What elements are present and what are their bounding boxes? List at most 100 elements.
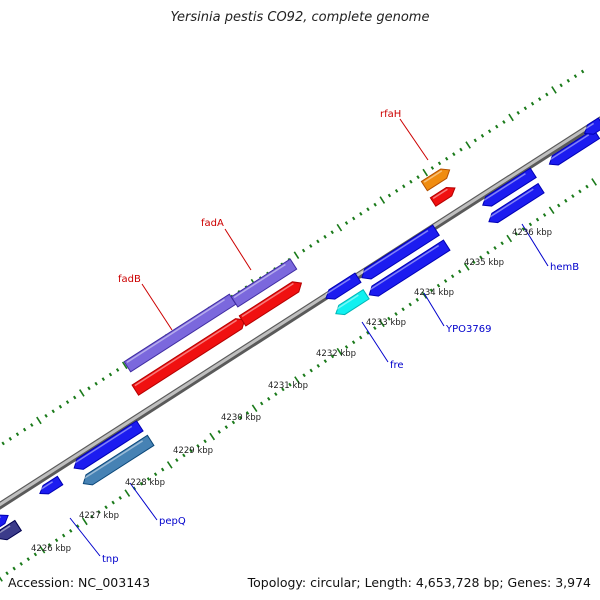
gene-pepQ: [82, 434, 155, 486]
gene-rfaH-red-body: [429, 187, 456, 207]
tick-mark: [493, 246, 497, 250]
tick-mark: [444, 156, 449, 161]
tick-mark: [69, 528, 73, 533]
tick-mark: [551, 86, 557, 94]
gene-label-fadB: fadB: [118, 274, 141, 285]
tick-mark: [189, 448, 193, 453]
tick-mark: [231, 420, 236, 425]
gene-right-b: [583, 117, 600, 135]
tick-mark: [379, 196, 386, 204]
tick-mark: [373, 202, 377, 207]
gene-YPO3769-body: [368, 239, 451, 297]
gene-label-pepQ: pepQ: [159, 516, 186, 527]
tick-mark: [457, 269, 462, 274]
tick-mark: [573, 74, 578, 79]
tick-mark: [259, 401, 264, 406]
gene-rfaH-red: [429, 187, 456, 207]
tick-mark: [495, 124, 499, 129]
kbp-label: 4234 kbp: [414, 288, 454, 298]
tick-mark: [153, 472, 158, 477]
gene-fadB-red: [131, 318, 246, 396]
tick-mark: [61, 533, 66, 538]
gene-fadA-red-body: [238, 281, 303, 327]
tick-mark: [58, 404, 63, 409]
tick-mark: [514, 231, 519, 236]
tick-mark: [430, 166, 435, 170]
kbp-scale-labels: 4226 kbp 4227 kbp 4228 kbp 4229 kbp 4230…: [31, 228, 552, 554]
tick-mark: [124, 489, 131, 497]
gene-tnp-highlight: [0, 525, 11, 535]
tick-mark: [408, 302, 412, 307]
gene-fadB-red-body: [131, 318, 246, 396]
tick-mark: [585, 184, 589, 189]
tick-mark: [281, 387, 285, 392]
tick-mark: [566, 78, 570, 83]
tick-mark: [473, 138, 477, 143]
tick-mark: [379, 319, 385, 328]
kbp-label: 4231 kbp: [268, 381, 308, 391]
gene-hemB-a: [482, 167, 537, 207]
tick-mark: [51, 409, 55, 414]
tick-mark: [94, 381, 98, 386]
tick-mark: [0, 576, 3, 582]
gene-fre-b-highlight: [361, 230, 429, 274]
tick-mark: [79, 389, 85, 397]
tick-mark: [26, 557, 31, 562]
gene-fre-a-highlight: [325, 277, 351, 295]
gene-right-a-highlight: [548, 134, 590, 161]
tick-mark: [409, 179, 413, 184]
tick-mark: [101, 377, 106, 382]
leader-fre: [361, 321, 389, 363]
tick-mark: [8, 436, 13, 441]
tick-mark: [479, 255, 483, 260]
tick-mark: [336, 223, 343, 232]
tick-mark: [238, 415, 243, 420]
tick-mark: [160, 467, 165, 472]
tick-mark: [578, 189, 582, 194]
tick-mark: [121, 361, 128, 370]
gene-fadA-red-highlight: [241, 282, 294, 318]
gene-fre-cyan: [335, 288, 370, 316]
gene-fadA: [230, 258, 298, 308]
tick-mark: [54, 538, 59, 543]
tick-mark: [500, 241, 504, 246]
tick-mark: [351, 340, 356, 345]
gene-rfaH-red-highlight: [432, 188, 448, 200]
tick-mark: [22, 427, 27, 432]
tick-mark: [344, 221, 349, 225]
gene-right-b-highlight: [583, 122, 595, 131]
kbp-label: 4233 kbp: [366, 318, 406, 328]
gene-pepQ-highlight: [82, 440, 144, 480]
tick-mark: [437, 161, 442, 166]
gene-small-blue-body: [39, 475, 64, 495]
tick-mark: [139, 481, 144, 486]
tick-mark: [274, 392, 278, 397]
tick-mark: [182, 453, 186, 458]
tick-mark: [516, 110, 520, 115]
tick-mark: [47, 543, 52, 547]
tick-mark: [316, 239, 320, 244]
tick-mark: [30, 423, 34, 427]
tick-mark: [530, 101, 535, 106]
tick-mark: [108, 372, 113, 377]
tick-mark: [465, 141, 471, 149]
tick-mark: [209, 432, 216, 441]
tick-mark: [415, 297, 419, 302]
gene-hemB-b-body: [488, 182, 545, 224]
tick-mark: [508, 113, 514, 122]
tick-mark: [366, 330, 370, 335]
kbp-label: 4229 kbp: [173, 446, 213, 456]
gene-fre-a-body: [325, 272, 362, 300]
gene-left-blue-body: [0, 514, 9, 534]
leader-YPO3769: [423, 292, 445, 327]
tick-mark: [97, 510, 101, 514]
tick-mark: [251, 404, 258, 413]
tick-mark: [472, 260, 476, 264]
forward-gene-labels: fadB fadA rfaH: [118, 109, 401, 285]
tick-mark: [104, 505, 108, 510]
gene-tnp: [0, 519, 23, 541]
tick-mark: [72, 395, 77, 400]
gene-fadB-highlight: [126, 299, 225, 363]
gene-left-blue: [0, 514, 9, 534]
tick-mark: [480, 133, 485, 138]
